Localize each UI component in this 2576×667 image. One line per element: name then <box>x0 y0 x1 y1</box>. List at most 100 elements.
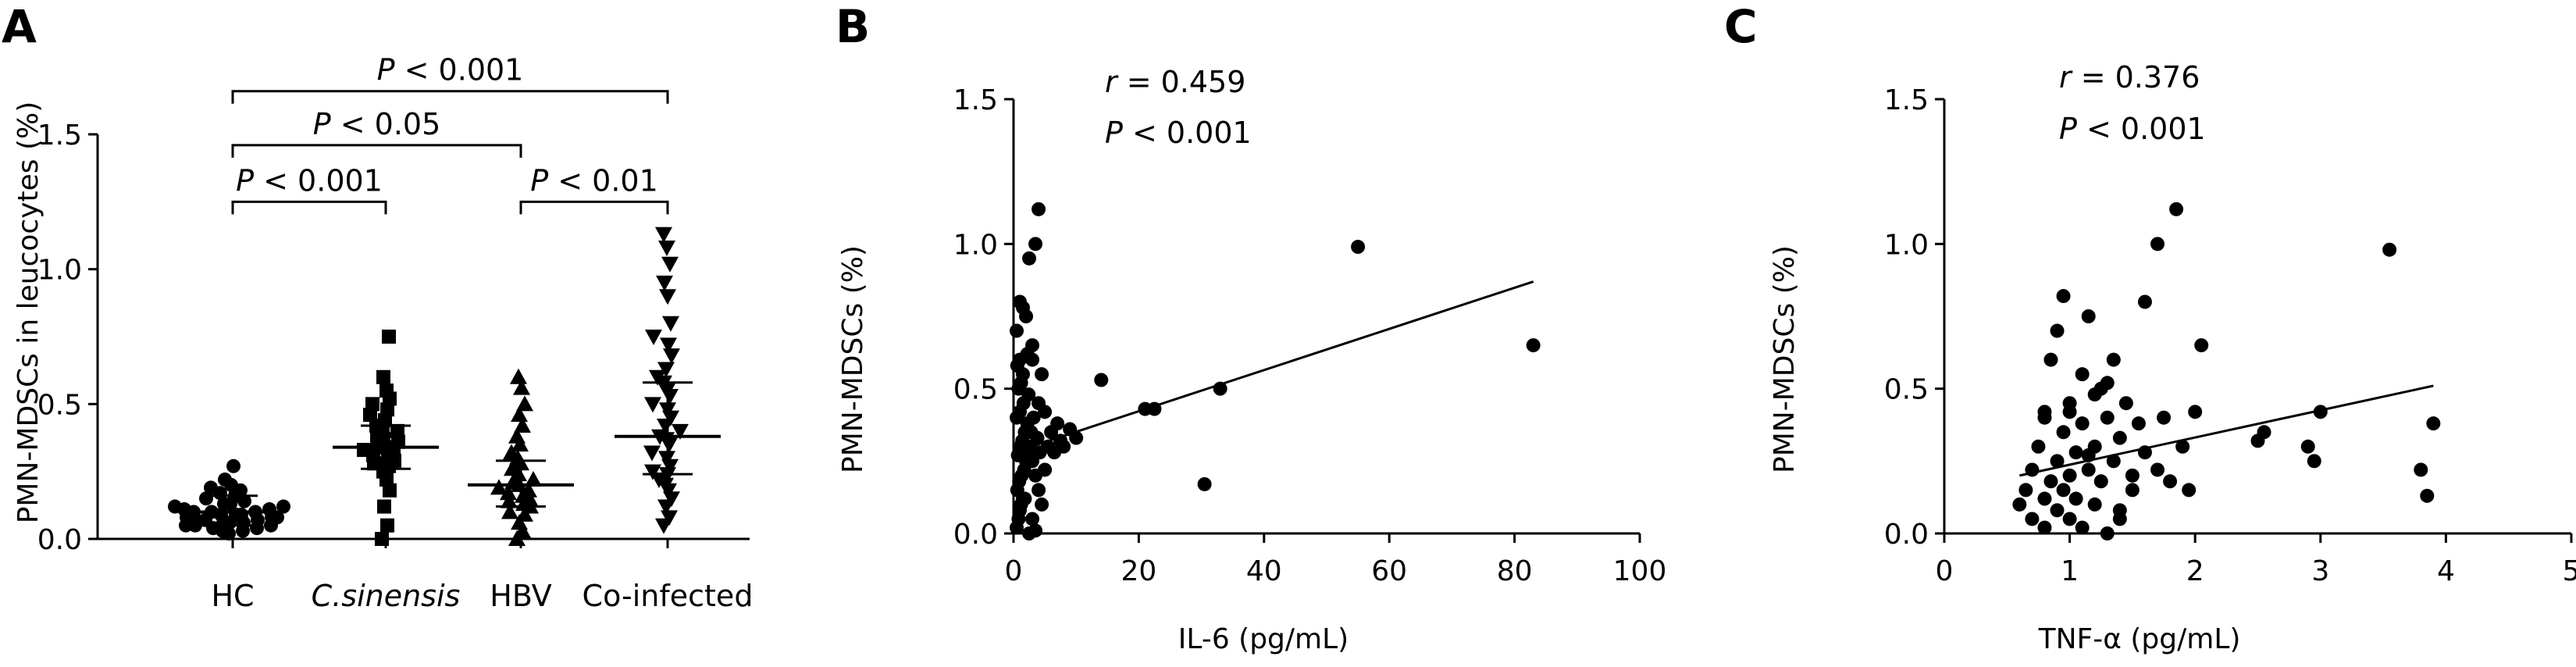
panel-b-point <box>1056 439 1071 454</box>
panel-c-point <box>2037 520 2052 535</box>
panel-a-category-label: HBV <box>490 579 551 613</box>
panel-b-x-axis-label: IL-6 (pg/mL) <box>1178 623 1349 655</box>
panel-b-point <box>1017 491 1032 506</box>
panel-a: A PMN-MDSCs in leucocytes (%) 0.0 0.5 1.0 1… <box>2 0 753 613</box>
panel-a-point <box>645 330 662 345</box>
panel-a-point <box>660 337 677 354</box>
panel-c-point <box>2100 410 2115 425</box>
panel-c-point <box>2075 520 2090 535</box>
panel-b-point <box>1038 405 1053 419</box>
panel-a-point <box>390 423 404 438</box>
panel-c-point <box>2300 439 2315 454</box>
panel-c-point <box>2150 237 2165 251</box>
panel-a-point <box>516 505 533 522</box>
panel-c-point <box>2018 483 2033 498</box>
panel-b-p-value: P < 0.001 <box>1105 116 1252 150</box>
panel-a-point <box>655 226 672 243</box>
panel-c-x-tick-label: 4 <box>2437 555 2455 587</box>
panel-a-point <box>516 395 533 412</box>
panel-a-y-tick-label: 1.5 <box>37 119 82 152</box>
panel-a-comparison-label: P < 0.01 <box>530 163 658 198</box>
panel-a-comparison-bracket <box>519 200 669 215</box>
panel-c-point <box>2137 294 2152 309</box>
panel-a-point <box>226 458 240 473</box>
panel-b-x-tick-label: 40 <box>1246 555 1282 587</box>
panel-c-point <box>2062 512 2077 526</box>
panel-b-point <box>1035 497 1049 512</box>
panel-c-point <box>2043 474 2058 489</box>
panel-c-p-value: P < 0.001 <box>2059 112 2206 146</box>
panel-c-point <box>2062 468 2077 483</box>
panel-b-y-axis-label: PMN-MDSCs (%) <box>837 245 869 473</box>
panel-a-point <box>500 484 517 501</box>
panel-c-point <box>2056 425 2071 440</box>
panel-b-point <box>1028 237 1043 251</box>
panel-c-point <box>2118 396 2133 411</box>
panel-a-point <box>644 464 661 480</box>
panel-c-point <box>2025 512 2040 526</box>
panel-a-point <box>218 473 232 487</box>
panel-c-point <box>2075 367 2090 382</box>
panel-b-point <box>1038 462 1053 477</box>
panel-b-x-tick-label: 0 <box>1005 555 1023 587</box>
panel-a-point <box>514 416 531 433</box>
panel-c-point <box>2426 416 2441 431</box>
panel-b-point <box>1035 367 1049 382</box>
panel-a-point <box>658 241 675 257</box>
panel-c-point <box>2037 491 2052 506</box>
panel-a-point <box>391 434 405 449</box>
panel-b-point <box>1016 367 1031 382</box>
panel-a-y-tick-label: 1.0 <box>37 255 82 287</box>
panel-c-point <box>2075 416 2090 431</box>
panel-c-point <box>2068 491 2083 506</box>
panel-c-point <box>2125 468 2140 483</box>
panel-a-point <box>501 503 518 519</box>
panel-b-axes: 0.0 0.5 1.0 1.5 0 20 40 60 80 100 <box>953 84 1667 587</box>
panel-c-point <box>2050 454 2065 469</box>
panel-letter-a: A <box>2 0 37 53</box>
panel-a-point <box>503 444 520 460</box>
panel-c-point <box>2068 445 2083 460</box>
panel-c-point <box>2062 405 2077 419</box>
panel-b-point <box>1050 416 1065 431</box>
panel-b-point <box>1025 512 1040 526</box>
panel-a-point <box>661 510 678 526</box>
panel-c-y-tick-label: 1.5 <box>1884 84 1929 116</box>
panel-a-point <box>510 368 527 384</box>
panel-a-point <box>490 479 508 495</box>
panel-b-point <box>1020 347 1035 362</box>
panel-b-point <box>1031 202 1046 216</box>
panel-a-category-label: C.sinensis <box>312 579 461 613</box>
panel-a-points <box>168 226 721 546</box>
panel-c-point <box>2257 425 2271 440</box>
panel-b-points <box>1010 202 1541 540</box>
panel-b: B PMN-MDSCs (%) IL-6 (pg/mL) r = 0.459 P… <box>836 0 1666 655</box>
panel-c-point <box>2050 323 2065 338</box>
panel-c-point <box>2382 242 2397 257</box>
panel-b-x-tick-label: 80 <box>1497 555 1533 587</box>
panel-a-point <box>380 402 394 417</box>
panel-a-comparisons: P < 0.001 P < 0.01 P < 0.05 P < 0.001 <box>231 53 669 215</box>
panel-a-point <box>525 471 542 487</box>
panel-c-point <box>2100 376 2115 391</box>
panel-a-point <box>234 507 248 522</box>
panel-c-point <box>2037 405 2052 419</box>
panel-c-y-tick-label: 1.0 <box>1884 229 1929 261</box>
panel-b-y-tick-label: 0.0 <box>953 519 998 551</box>
panel-c-point <box>2100 526 2115 540</box>
panel-a-comparison-bracket <box>231 144 522 158</box>
panel-a-point <box>168 499 182 514</box>
panel-c-point <box>2112 512 2127 526</box>
panel-a-point <box>649 369 666 386</box>
panel-b-point <box>1069 430 1084 445</box>
panel-c-point <box>2093 474 2108 489</box>
panel-c-point <box>2175 439 2190 454</box>
panel-a-comparison-bracket <box>231 200 387 215</box>
panel-a-point <box>513 379 530 395</box>
panel-b-y-tick-label: 0.5 <box>953 374 998 406</box>
panel-a-point <box>672 423 689 440</box>
panel-b-y-tick-label: 1.0 <box>953 229 998 261</box>
panel-a-point <box>376 369 390 384</box>
panel-c-point <box>2112 430 2127 445</box>
panel-c-x-tick-label: 5 <box>2563 555 2576 587</box>
